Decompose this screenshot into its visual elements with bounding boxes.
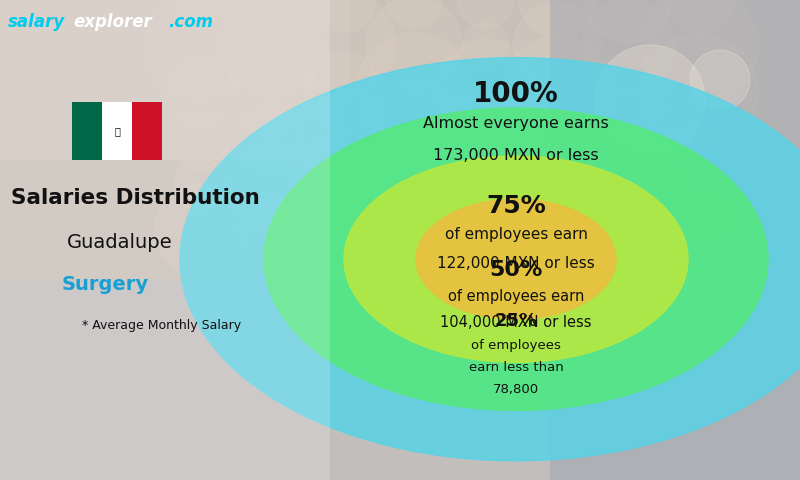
Circle shape: [294, 0, 392, 95]
Bar: [550, 0, 800, 480]
Circle shape: [462, 205, 510, 254]
Text: Almost everyone earns: Almost everyone earns: [423, 116, 609, 132]
Circle shape: [580, 89, 678, 187]
Circle shape: [214, 173, 328, 287]
Circle shape: [172, 202, 228, 258]
Circle shape: [590, 8, 667, 84]
Text: 50%: 50%: [490, 260, 542, 279]
Bar: [102, 102, 132, 160]
Text: Guadalupe: Guadalupe: [67, 232, 173, 252]
Circle shape: [381, 150, 448, 218]
Circle shape: [602, 157, 655, 211]
Text: of employees earn: of employees earn: [448, 289, 584, 304]
Circle shape: [176, 0, 224, 24]
Circle shape: [677, 161, 723, 207]
Circle shape: [514, 95, 601, 181]
Bar: [0, 280, 800, 480]
Circle shape: [670, 16, 730, 76]
Circle shape: [445, 143, 526, 225]
Text: 104,000 MXN or less: 104,000 MXN or less: [440, 315, 592, 330]
Text: 100%: 100%: [473, 80, 559, 108]
Circle shape: [504, 177, 610, 283]
Circle shape: [603, 67, 654, 118]
Text: earn less than: earn less than: [469, 360, 563, 373]
Text: 173,000 MXN or less: 173,000 MXN or less: [433, 148, 599, 163]
Text: salary: salary: [8, 13, 66, 31]
Text: Salaries Distribution: Salaries Distribution: [10, 188, 259, 208]
Circle shape: [218, 0, 326, 54]
Circle shape: [239, 106, 303, 170]
Ellipse shape: [264, 108, 768, 410]
Text: of employees earn: of employees earn: [445, 227, 587, 242]
Circle shape: [668, 198, 732, 262]
Circle shape: [215, 0, 327, 102]
Circle shape: [644, 82, 756, 194]
Text: * Average Monthly Salary: * Average Monthly Salary: [82, 319, 241, 332]
Circle shape: [450, 11, 521, 81]
Circle shape: [590, 192, 667, 268]
Text: 75%: 75%: [486, 194, 546, 218]
Text: 🦅: 🦅: [114, 126, 120, 136]
Circle shape: [363, 0, 465, 51]
Text: Surgery: Surgery: [62, 276, 149, 295]
Circle shape: [526, 153, 589, 216]
Text: of employees: of employees: [471, 338, 561, 352]
Circle shape: [178, 70, 222, 115]
Circle shape: [498, 0, 616, 59]
Circle shape: [304, 145, 382, 223]
Bar: [0, 0, 330, 480]
Circle shape: [359, 0, 469, 101]
Circle shape: [690, 50, 750, 110]
Circle shape: [529, 18, 585, 74]
Circle shape: [172, 156, 228, 212]
Circle shape: [218, 130, 326, 238]
Circle shape: [526, 60, 589, 124]
Ellipse shape: [180, 58, 800, 461]
Circle shape: [587, 0, 670, 41]
Circle shape: [297, 46, 389, 138]
Circle shape: [302, 0, 383, 41]
Circle shape: [368, 92, 461, 184]
Circle shape: [300, 95, 386, 181]
Circle shape: [285, 172, 401, 288]
Ellipse shape: [416, 199, 616, 319]
Circle shape: [178, 24, 222, 68]
Bar: [132, 102, 162, 160]
Circle shape: [362, 39, 467, 145]
Text: 25%: 25%: [494, 312, 538, 330]
Circle shape: [447, 100, 524, 176]
Text: 122,000 MXN or less: 122,000 MXN or less: [437, 256, 595, 271]
Text: explorer: explorer: [73, 13, 152, 31]
Ellipse shape: [344, 156, 688, 362]
Circle shape: [155, 93, 245, 183]
Circle shape: [443, 49, 529, 135]
Bar: [0, 0, 350, 160]
Circle shape: [647, 0, 753, 53]
Text: 78,800: 78,800: [493, 383, 539, 396]
Circle shape: [595, 45, 705, 155]
Circle shape: [229, 49, 314, 134]
Circle shape: [358, 174, 470, 286]
Circle shape: [441, 0, 531, 45]
Bar: [72, 102, 102, 160]
Text: .com: .com: [168, 13, 213, 31]
Circle shape: [673, 65, 727, 119]
